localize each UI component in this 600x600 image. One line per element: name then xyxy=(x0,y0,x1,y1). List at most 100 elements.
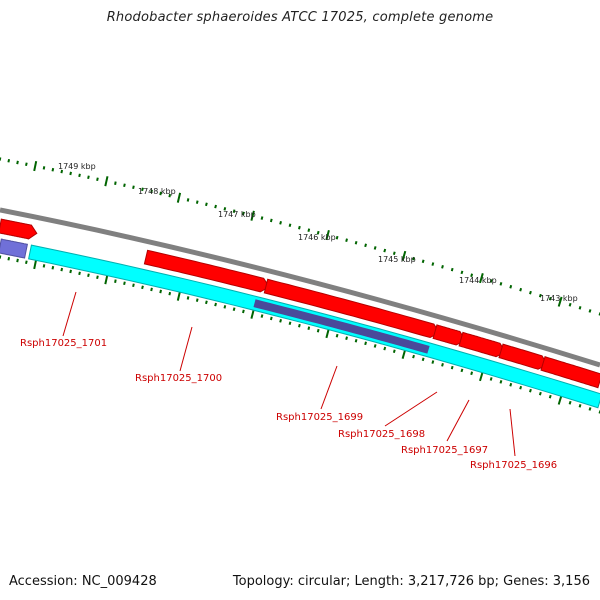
gene-label-1700[interactable]: Rsph17025_1700 xyxy=(135,373,222,384)
ruler-tick xyxy=(383,248,387,253)
ruler-tick xyxy=(354,240,358,245)
callout-line-1696 xyxy=(509,408,516,457)
map-title: Rhodobacter sphaeroides ATCC 17025, comp… xyxy=(106,10,494,25)
ruler-tick xyxy=(307,228,311,232)
bottom-tick xyxy=(316,328,320,333)
ruler-tick xyxy=(159,191,162,196)
bottom-tick xyxy=(123,281,126,286)
bottom-tick xyxy=(509,382,513,387)
ruler-tick xyxy=(335,235,339,240)
backbone xyxy=(0,207,600,368)
bottom-tick xyxy=(345,336,348,340)
gene-label-1696[interactable]: Rsph17025_1696 xyxy=(470,460,557,471)
ruler-tick xyxy=(298,225,301,230)
gene-label-1699[interactable]: Rsph17025_1699 xyxy=(276,412,363,423)
ruler-tick xyxy=(195,200,199,204)
bottom-tick xyxy=(51,265,55,270)
ruler-tick xyxy=(104,176,109,187)
bottom-tick xyxy=(141,285,144,290)
ruler-tick xyxy=(168,193,172,198)
bottom-tick xyxy=(214,302,217,307)
reverse-gene-1701-1696[interactable] xyxy=(28,244,600,409)
ruler-tick xyxy=(69,171,72,176)
kbp-label-1749: 1749 kbp xyxy=(58,162,96,171)
ruler-tick xyxy=(325,230,330,241)
bottom-tick xyxy=(87,273,90,278)
bottom-tick xyxy=(78,271,81,276)
ruler-tick xyxy=(441,265,444,269)
kbp-label-1743: 1743 kbp xyxy=(540,294,578,303)
bottom-tick xyxy=(195,298,199,302)
ruler-tick xyxy=(123,183,126,188)
bottom-tick xyxy=(450,365,454,370)
bottom-tick xyxy=(168,291,172,296)
bottom-tick xyxy=(288,321,292,326)
reverse-strand-genes xyxy=(0,238,600,409)
bottom-tick xyxy=(114,279,117,283)
ruler-ticks xyxy=(0,157,600,316)
accession-text: Accession: NC_009428 xyxy=(9,574,157,589)
ruler-tick xyxy=(421,259,425,264)
forward-gene-7[interactable] xyxy=(540,356,600,389)
bottom-tick xyxy=(364,341,367,346)
ruler-tick xyxy=(392,251,396,256)
callout-line-1699 xyxy=(320,365,338,410)
bottom-tick xyxy=(60,267,64,272)
bottom-tick xyxy=(7,256,11,261)
bottom-tick xyxy=(578,404,582,408)
bottom-tick xyxy=(223,305,227,309)
gene-label-1697[interactable]: Rsph17025_1697 xyxy=(401,445,488,456)
callout-line-1701 xyxy=(62,291,77,337)
ruler-tick xyxy=(450,267,454,272)
ruler-labels: 1749 kbp 1748 kbp 1747 kbp 1746 kbp 1745… xyxy=(58,162,578,303)
ruler-tick xyxy=(538,293,542,298)
kbp-label-1747: 1747 kbp xyxy=(218,210,256,219)
bottom-tick xyxy=(383,346,387,351)
bottom-tick xyxy=(279,319,282,323)
callout-line-1700 xyxy=(179,326,193,372)
ruler-tick xyxy=(269,218,273,223)
ruler-tick xyxy=(578,306,582,310)
bottom-tick xyxy=(69,269,72,274)
ruler-tick xyxy=(96,177,99,182)
ruler-tick xyxy=(78,173,81,178)
ruler-tick xyxy=(132,185,135,190)
bottom-tick xyxy=(307,326,311,330)
bottom-tick xyxy=(499,380,503,384)
ruler-tick xyxy=(16,160,19,165)
reverse-gene-1699-inner[interactable] xyxy=(253,299,430,354)
bottom-tick xyxy=(159,289,162,294)
bottom-tick xyxy=(431,360,435,364)
ruler-tick xyxy=(205,202,208,207)
ruler-tick xyxy=(42,166,46,170)
forward-gene-1[interactable] xyxy=(0,218,38,240)
ruler-tick xyxy=(460,270,464,275)
bottom-tick xyxy=(205,300,208,305)
ruler-tick xyxy=(364,243,367,248)
ruler-tick xyxy=(431,262,435,266)
gene-label-1698[interactable]: Rsph17025_1698 xyxy=(338,429,425,440)
ruler-tick xyxy=(25,162,28,167)
bottom-tick xyxy=(548,394,552,399)
ruler-tick xyxy=(345,238,348,242)
ruler-tick xyxy=(60,169,64,174)
gene-label-1701[interactable]: Rsph17025_1701 xyxy=(20,338,107,349)
bottom-tick xyxy=(441,363,444,367)
ruler-tick xyxy=(499,282,503,286)
kbp-label-1748: 1748 kbp xyxy=(138,187,176,196)
bottom-ticks xyxy=(0,255,600,414)
ruler-tick xyxy=(223,207,227,211)
bottom-tick xyxy=(242,309,245,314)
ruler-tick xyxy=(316,230,320,235)
ruler-tick xyxy=(7,158,11,163)
ruler-tick xyxy=(288,223,292,228)
ruler-tick xyxy=(214,204,217,209)
ruler-tick xyxy=(470,273,474,278)
bottom-tick xyxy=(354,338,358,343)
reverse-gene-0[interactable] xyxy=(0,238,28,259)
bottom-tick xyxy=(392,349,396,354)
bottom-tick xyxy=(260,314,264,318)
ruler-tick xyxy=(568,302,572,307)
callout-line-1698 xyxy=(384,391,438,427)
